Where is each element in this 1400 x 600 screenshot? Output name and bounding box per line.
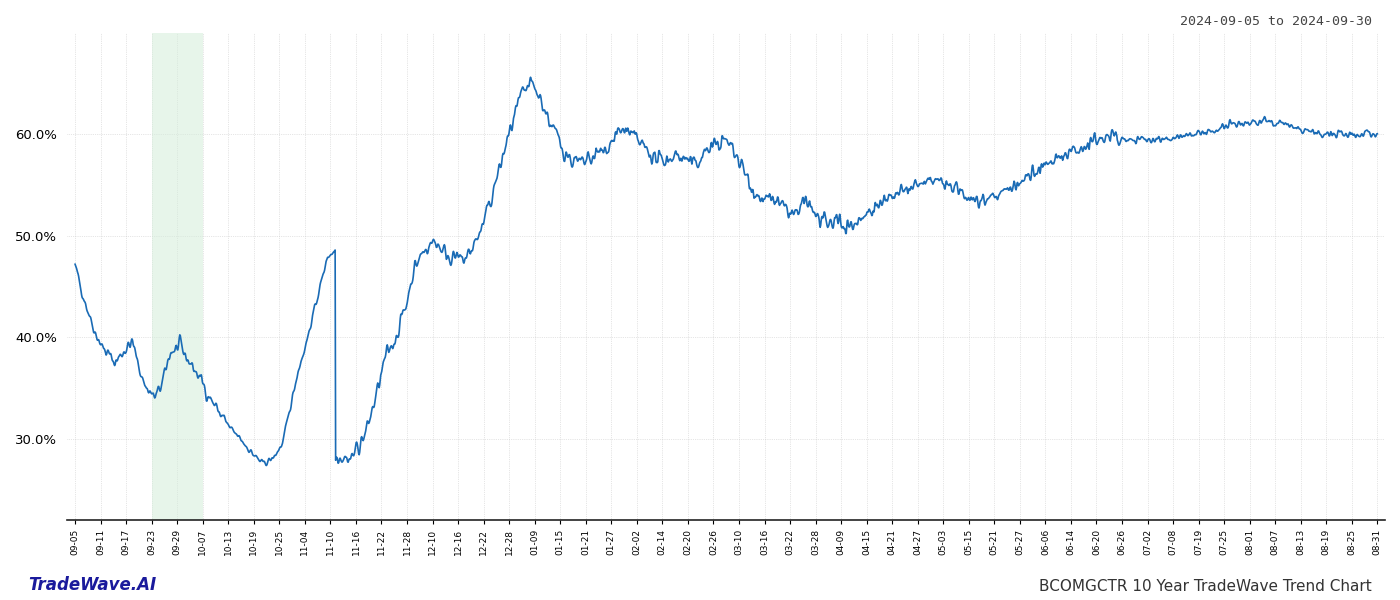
Bar <box>151 33 203 520</box>
Text: BCOMGCTR 10 Year TradeWave Trend Chart: BCOMGCTR 10 Year TradeWave Trend Chart <box>1039 579 1372 594</box>
Text: 2024-09-05 to 2024-09-30: 2024-09-05 to 2024-09-30 <box>1180 15 1372 28</box>
Text: TradeWave.AI: TradeWave.AI <box>28 576 157 594</box>
